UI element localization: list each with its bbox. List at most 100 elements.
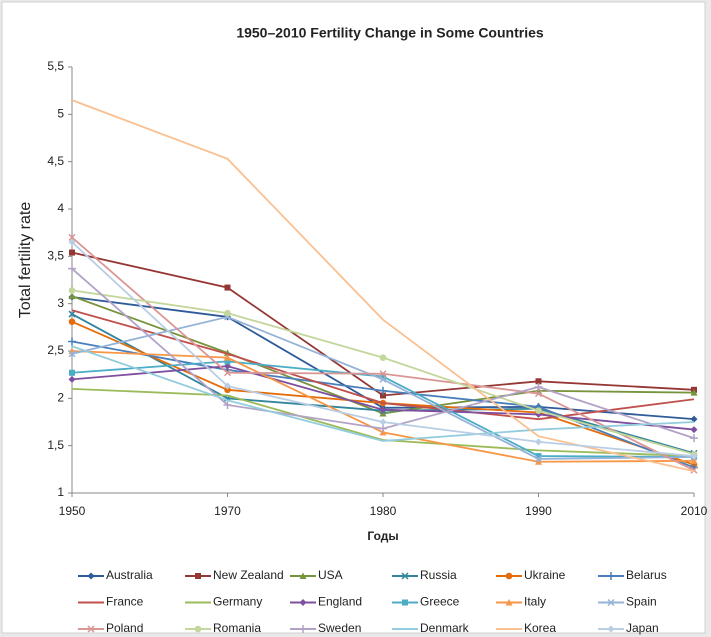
series-line	[71, 309, 695, 421]
legend-marker	[401, 572, 409, 580]
y-tick-label: 4	[57, 201, 64, 215]
point-marker	[224, 284, 231, 291]
legend-marker	[505, 599, 513, 606]
point-marker	[690, 452, 698, 460]
legend-marker	[505, 572, 513, 580]
legend-label: England	[318, 595, 362, 609]
legend-marker	[87, 625, 95, 633]
legend-label: Ukraine	[524, 568, 566, 582]
x-tick-label: 1990	[525, 504, 552, 518]
point-marker	[68, 238, 76, 246]
point-marker	[535, 458, 542, 465]
point-marker	[690, 434, 698, 443]
y-axis-title: Total fertility rate	[17, 202, 34, 319]
x-tick-label: 1970	[214, 504, 241, 518]
y-tick-label: 3,5	[47, 249, 64, 263]
point-marker	[379, 370, 387, 378]
point-marker	[69, 249, 75, 256]
y-tick-label: 1,5	[47, 438, 64, 452]
point-marker	[68, 264, 76, 273]
point-marker	[690, 415, 698, 423]
point-marker	[68, 318, 76, 325]
point-marker	[534, 382, 543, 391]
point-marker	[690, 426, 698, 434]
legend-label: Sweden	[318, 621, 361, 635]
point-marker	[223, 400, 232, 409]
legend-label: Russia	[420, 568, 457, 582]
legend-marker	[607, 598, 615, 607]
legend-label: Japan	[626, 621, 659, 635]
y-tick-label: 5	[57, 107, 64, 121]
point-marker	[379, 386, 387, 395]
legend-marker	[194, 625, 202, 633]
chart-title: 1950–2010 Fertility Change in Some Count…	[236, 25, 544, 41]
point-marker	[690, 389, 698, 396]
point-marker	[68, 233, 76, 241]
point-marker	[379, 406, 387, 414]
legend-marker	[299, 599, 307, 606]
y-tick-label: 2,5	[47, 343, 64, 357]
legend-label: USA	[318, 568, 343, 582]
legend-marker	[87, 572, 95, 580]
x-axis-title: Годы	[367, 529, 398, 543]
x-tick-label: 2010	[681, 504, 708, 518]
legend-marker	[299, 625, 307, 633]
point-marker	[68, 292, 76, 300]
point-marker	[224, 358, 231, 365]
legend-label: New Zealand	[213, 568, 284, 582]
point-marker	[690, 457, 698, 464]
legend-label: Spain	[626, 595, 657, 609]
legend-marker	[299, 572, 307, 579]
point-marker	[68, 287, 76, 294]
x-tick-label: 1980	[370, 504, 397, 518]
point-marker	[223, 369, 232, 377]
x-tick-label: 1950	[59, 504, 86, 518]
legend-label: Romania	[213, 621, 261, 635]
point-marker	[69, 369, 75, 376]
point-marker	[535, 453, 542, 460]
legend-marker	[607, 572, 615, 580]
point-marker	[535, 438, 542, 446]
y-tick-label: 4,5	[47, 154, 64, 168]
point-marker	[379, 424, 387, 433]
legend-label: Poland	[106, 621, 143, 635]
point-marker	[68, 310, 76, 318]
series-line	[71, 387, 695, 457]
point-marker	[379, 418, 387, 426]
legend-label: France	[106, 595, 144, 609]
point-marker	[535, 407, 542, 414]
legend-label: Germany	[213, 595, 262, 609]
legend-marker	[402, 599, 408, 606]
legend-marker	[195, 573, 201, 579]
y-tick-label: 1	[57, 485, 64, 499]
point-marker	[224, 386, 231, 394]
y-tick-label: 5,5	[47, 59, 64, 73]
series-line	[71, 345, 695, 442]
point-marker	[224, 309, 231, 317]
legend-label: Belarus	[626, 568, 667, 582]
y-tick-label: 3	[57, 296, 64, 310]
series-line	[71, 99, 695, 473]
point-marker	[379, 375, 387, 383]
point-marker	[535, 378, 542, 385]
legend-label: Denmark	[420, 621, 470, 635]
y-tick-label: 2	[57, 391, 64, 405]
point-marker	[379, 354, 387, 361]
point-marker	[534, 390, 543, 398]
point-marker	[380, 373, 386, 380]
point-marker	[68, 350, 76, 358]
legend-label: Greece	[420, 595, 460, 609]
point-marker	[380, 392, 386, 399]
point-marker	[379, 409, 387, 417]
point-marker	[68, 375, 76, 383]
point-marker	[690, 466, 698, 474]
point-marker	[534, 455, 543, 463]
legend-label: Australia	[106, 568, 153, 582]
point-marker	[68, 337, 76, 346]
point-marker	[224, 382, 231, 390]
legend-label: Korea	[524, 621, 556, 635]
point-marker	[224, 354, 231, 361]
